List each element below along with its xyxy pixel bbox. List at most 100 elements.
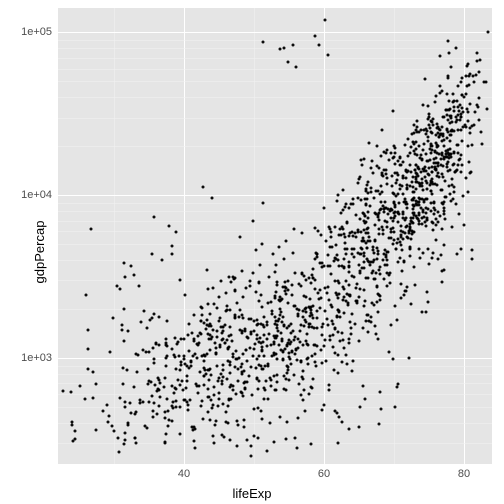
data-point	[462, 111, 465, 114]
data-point	[446, 74, 449, 77]
data-point	[466, 64, 469, 67]
data-point	[400, 224, 403, 227]
data-point	[349, 294, 352, 297]
data-point	[262, 41, 265, 44]
data-point	[293, 373, 296, 376]
data-point	[424, 225, 427, 228]
data-point	[364, 232, 367, 235]
data-point	[312, 305, 315, 308]
data-point	[362, 158, 365, 161]
data-point	[396, 220, 399, 223]
data-point	[274, 388, 277, 391]
data-point	[250, 365, 253, 368]
data-point	[186, 379, 189, 382]
data-point	[139, 320, 142, 323]
data-point	[405, 187, 408, 190]
data-point	[368, 239, 371, 242]
data-point	[456, 144, 459, 147]
data-point	[157, 344, 160, 347]
data-point	[465, 125, 468, 128]
data-point	[265, 450, 268, 453]
data-point	[306, 333, 309, 336]
data-point	[460, 170, 463, 173]
data-point	[350, 326, 353, 329]
data-point	[450, 177, 453, 180]
data-point	[256, 318, 259, 321]
data-point	[412, 212, 415, 215]
data-point	[444, 217, 447, 220]
data-point	[228, 276, 231, 279]
y-tick-label: 1e+03	[21, 352, 52, 364]
data-point	[442, 116, 445, 119]
data-point	[221, 330, 224, 333]
data-point	[347, 207, 350, 210]
data-point	[313, 353, 316, 356]
data-point	[486, 107, 489, 110]
data-point	[374, 224, 377, 227]
data-point	[303, 409, 306, 412]
data-point	[422, 149, 425, 152]
data-point	[158, 395, 161, 398]
data-point	[402, 293, 405, 296]
data-point	[400, 249, 403, 252]
data-point	[282, 46, 285, 49]
data-point	[365, 277, 368, 280]
data-point	[332, 322, 335, 325]
data-point	[340, 420, 343, 423]
data-point	[293, 353, 296, 356]
data-point	[130, 264, 133, 267]
data-point	[382, 229, 385, 232]
data-point	[423, 77, 426, 80]
data-point	[72, 440, 75, 443]
data-point	[342, 188, 345, 191]
data-point	[308, 298, 311, 301]
data-point	[197, 392, 200, 395]
data-point	[412, 265, 415, 268]
data-point	[146, 368, 149, 371]
data-point	[470, 143, 473, 146]
data-point	[252, 348, 255, 351]
data-point	[424, 206, 427, 209]
data-point	[441, 133, 444, 136]
data-point	[265, 337, 268, 340]
data-point	[359, 218, 362, 221]
data-point	[416, 216, 419, 219]
data-point	[385, 284, 388, 287]
data-point	[208, 378, 211, 381]
data-point	[367, 330, 370, 333]
data-point	[442, 145, 445, 148]
data-point	[436, 258, 439, 261]
data-point	[296, 447, 299, 450]
data-point	[362, 304, 365, 307]
data-point	[342, 232, 345, 235]
data-point	[415, 119, 418, 122]
data-point	[254, 248, 257, 251]
data-point	[447, 149, 450, 152]
data-point	[301, 369, 304, 372]
data-point	[189, 360, 192, 363]
data-point	[383, 220, 386, 223]
data-point	[312, 276, 315, 279]
data-point	[126, 423, 129, 426]
data-point	[123, 401, 126, 404]
data-point	[372, 251, 375, 254]
data-point	[406, 285, 409, 288]
data-point	[213, 341, 216, 344]
data-point	[234, 317, 237, 320]
data-point	[426, 135, 429, 138]
data-point	[434, 95, 437, 98]
data-point	[152, 357, 155, 360]
data-point	[292, 43, 295, 46]
data-point	[265, 379, 268, 382]
data-point	[393, 210, 396, 213]
data-point	[452, 106, 455, 109]
data-point	[292, 252, 295, 255]
data-point	[446, 114, 449, 117]
data-point	[300, 272, 303, 275]
data-point	[202, 185, 205, 188]
data-point	[119, 397, 122, 400]
data-point	[209, 399, 212, 402]
data-point	[365, 320, 368, 323]
data-point	[256, 436, 259, 439]
data-point	[236, 445, 239, 448]
